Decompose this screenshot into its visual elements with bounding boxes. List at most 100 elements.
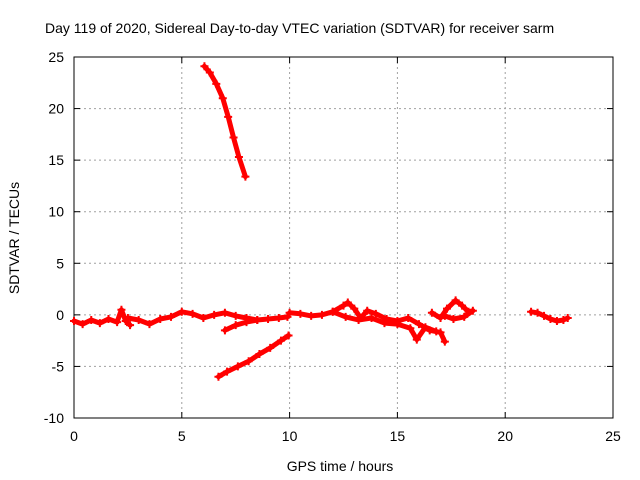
data-point (371, 309, 380, 318)
data-point (460, 312, 469, 321)
tick-labels: 0 5 10 15 20 25 -10 -5 0 5 10 15 20 25 (44, 49, 621, 444)
data-point (264, 314, 273, 323)
y-tick-label: 25 (48, 49, 64, 65)
data-point (223, 367, 232, 376)
series-arc-afternoon (427, 296, 477, 323)
data-point (350, 304, 359, 313)
data-point (563, 313, 572, 322)
data-point (134, 316, 143, 325)
series-arc-late (527, 307, 572, 326)
data-point (432, 327, 441, 336)
series-arc-high (200, 62, 250, 181)
data-point (552, 317, 561, 326)
series-arc-morning (123, 307, 292, 329)
data-point (284, 331, 293, 340)
data-point (436, 313, 445, 322)
data-point (113, 318, 122, 327)
chart-title: Day 119 of 2020, Sidereal Day-to-day VTE… (45, 20, 554, 36)
data-point (464, 307, 473, 316)
data-point (540, 311, 549, 320)
data-point (440, 311, 449, 320)
series-band (330, 309, 439, 343)
data-point (451, 296, 460, 305)
series-arc-midday (285, 298, 449, 346)
data-point (224, 112, 233, 121)
data-point (117, 305, 126, 314)
y-tick-label: -5 (52, 358, 65, 374)
x-tick-label: 20 (497, 428, 513, 444)
data-point (231, 311, 240, 320)
y-tick-label: 0 (56, 307, 64, 323)
data-marks (70, 62, 572, 381)
data-point (412, 335, 421, 344)
data-point (253, 316, 262, 325)
x-axis-label: GPS time / hours (287, 458, 394, 474)
data-point (126, 321, 135, 330)
y-axis-label: SDTVAR / TECUs (6, 182, 22, 294)
data-point (527, 307, 536, 316)
data-point (317, 310, 326, 319)
data-point (367, 313, 376, 322)
data-point (200, 62, 209, 71)
data-point (380, 319, 389, 328)
data-point (255, 350, 264, 359)
data-point (220, 326, 229, 335)
data-point (414, 320, 423, 329)
data-point (233, 362, 242, 371)
data-point (205, 68, 214, 77)
x-tick-label: 10 (282, 428, 298, 444)
data-point (70, 317, 78, 326)
data-point (533, 308, 542, 317)
data-point (442, 304, 451, 313)
data-point (296, 309, 305, 318)
data-point (220, 308, 229, 317)
series-band (216, 333, 291, 380)
data-point (177, 307, 186, 316)
y-tick-label: 15 (48, 152, 64, 168)
x-tick-label: 25 (605, 428, 621, 444)
series-band (222, 317, 260, 333)
series-arc-low (214, 331, 293, 381)
data-point (328, 307, 337, 316)
data-point (449, 314, 458, 323)
data-point (421, 323, 430, 332)
series-band (429, 297, 476, 322)
data-point (440, 337, 449, 346)
y-tick-label: -10 (44, 410, 64, 426)
data-point (276, 336, 285, 345)
y-tick-label: 10 (48, 204, 64, 220)
data-point (363, 306, 372, 315)
grid-lines (74, 57, 613, 418)
series-band (125, 309, 290, 327)
data-point (123, 313, 132, 322)
data-point (285, 308, 294, 317)
y-tick-label: 5 (56, 255, 64, 271)
tick-marks (73, 56, 614, 419)
data-point (229, 133, 238, 142)
data-point (458, 301, 467, 310)
data-point (427, 308, 436, 317)
data-point (145, 320, 154, 329)
data-point (242, 318, 251, 327)
data-point (234, 153, 243, 162)
data-point (210, 310, 219, 319)
data-point (244, 357, 253, 366)
data-point (307, 311, 316, 320)
x-tick-label: 5 (178, 428, 186, 444)
data-point (167, 312, 176, 321)
data-point (214, 372, 223, 381)
series-arc-dip (220, 316, 262, 335)
data-point (283, 312, 292, 321)
data-point (404, 313, 413, 322)
data-point (341, 312, 350, 321)
data-point (156, 314, 165, 323)
data-point (188, 309, 197, 318)
data-point (393, 320, 402, 329)
data-point (559, 316, 568, 325)
data-point (218, 94, 227, 103)
data-point (95, 319, 104, 328)
x-tick-label: 0 (70, 428, 78, 444)
y-tick-label: 20 (48, 101, 64, 117)
data-point (406, 324, 415, 333)
